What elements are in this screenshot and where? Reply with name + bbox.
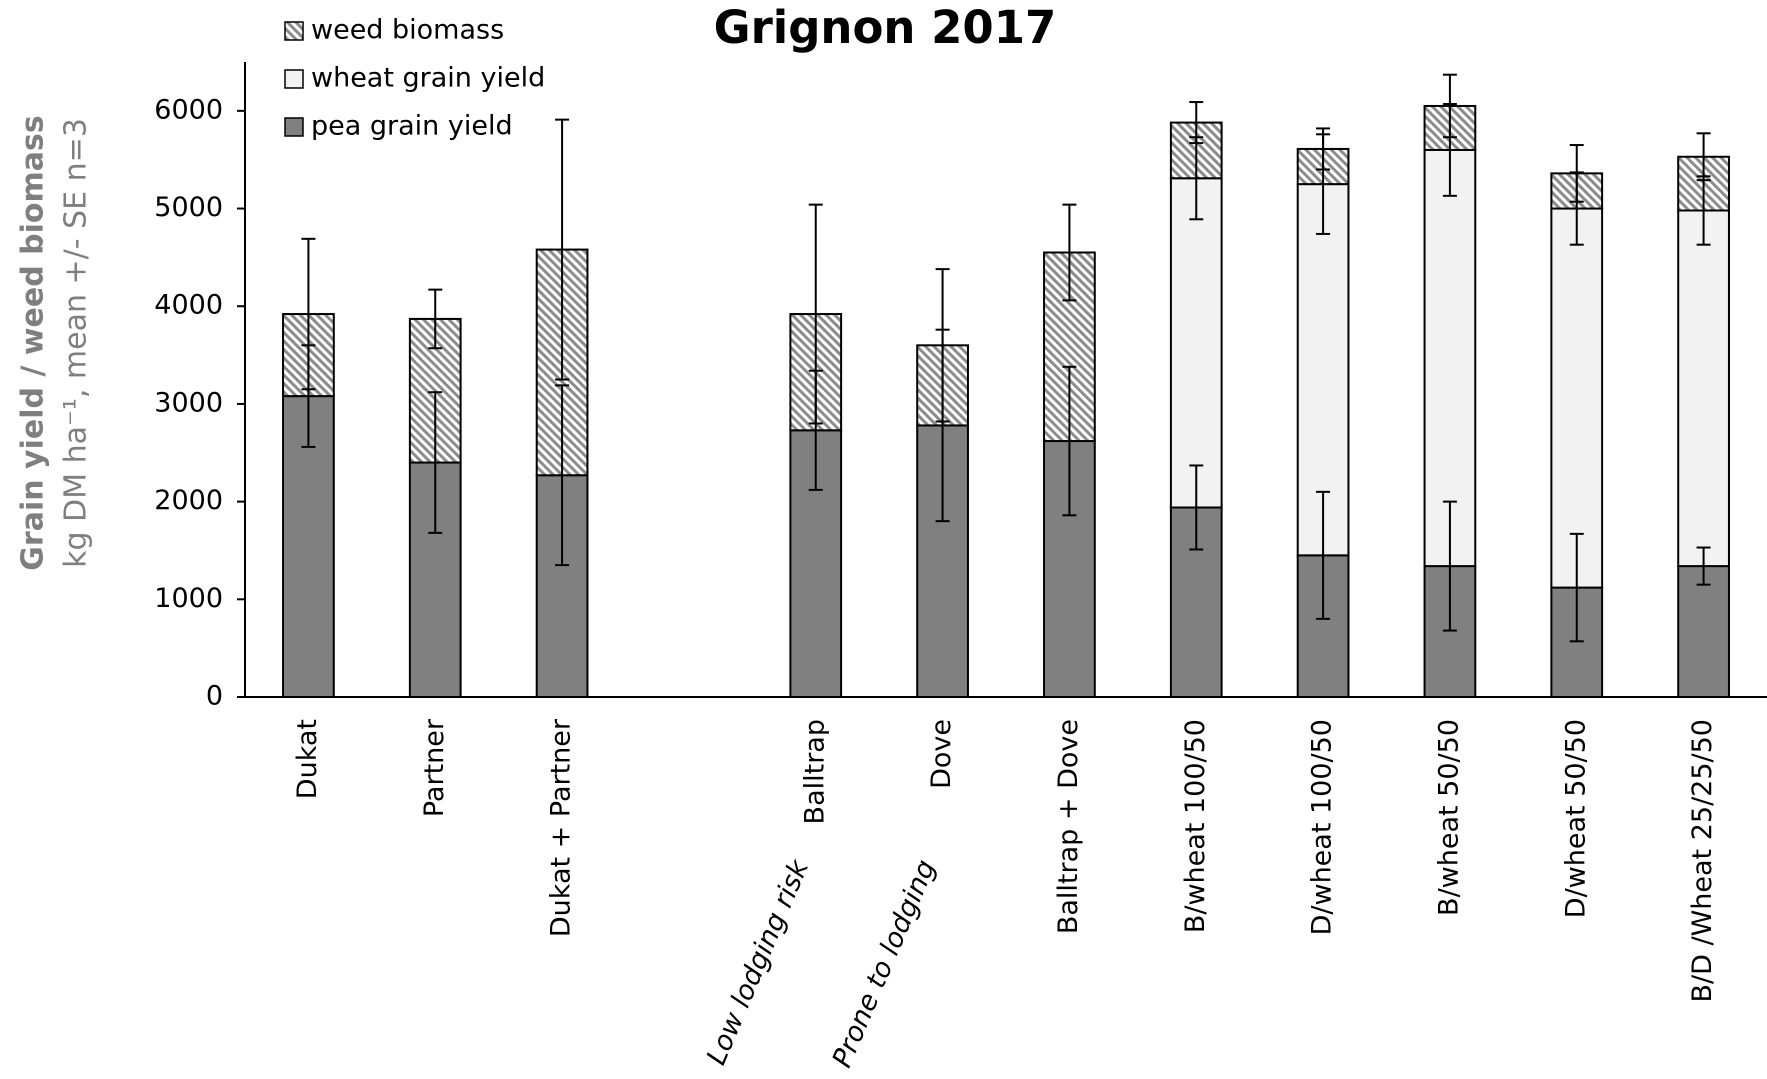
error-bar (555, 384, 570, 567)
error-bar (428, 391, 443, 534)
error-bar (1696, 546, 1711, 586)
bar-segment (1677, 209, 1730, 568)
error-bar (1189, 464, 1204, 551)
error-bar (935, 268, 950, 423)
bar-segment (1169, 177, 1223, 509)
error-bar (1569, 144, 1584, 203)
y-tick-label: 6000 (154, 94, 223, 125)
error-bar (808, 203, 823, 425)
legend-swatch (284, 21, 304, 41)
x-tick-label: B/wheat 100/50 (1180, 719, 1211, 933)
x-tick-label: Dove (926, 719, 957, 789)
y-tick-label: 0 (206, 681, 223, 712)
error-bar (1062, 365, 1077, 517)
y-tick-label: 3000 (154, 387, 223, 418)
x-tick-label: D/wheat 50/50 (1560, 719, 1591, 918)
legend-swatch (284, 117, 304, 137)
y-tick-label: 5000 (154, 192, 223, 223)
x-tick-label: B/wheat 50/50 (1433, 719, 1464, 916)
error-bar (1062, 203, 1077, 302)
x-tick-label: B/D /Wheat 25/25/50 (1687, 719, 1718, 1003)
error-bar (1696, 132, 1711, 182)
error-bar (1316, 127, 1331, 171)
error-bar (1189, 101, 1204, 145)
legend-label: pea grain yield (311, 111, 513, 142)
x-tick-label: Partner (419, 718, 450, 817)
bar-segment (1550, 207, 1604, 589)
y-axis-title: Grain yield / weed biomass (16, 115, 51, 570)
error-bar (301, 237, 316, 391)
annotation: Low lodging risk (701, 854, 816, 1069)
x-tick-label: Dukat + Partner (546, 718, 577, 937)
x-tick-label: Balltrap (799, 719, 830, 824)
legend-label: wheat grain yield (311, 63, 545, 94)
y-tick-label: 4000 (154, 290, 223, 321)
error-bar (555, 118, 570, 381)
y-tick-label: 1000 (154, 583, 223, 614)
y-axis-subtitle: kg DM ha⁻¹, mean +/- SE n=3 (59, 118, 94, 568)
x-tick-label: Balltrap + Dove (1053, 719, 1084, 934)
annotation: Prone to lodging (827, 856, 942, 1072)
legend-swatch (284, 69, 304, 89)
y-tick-label: 2000 (154, 485, 223, 516)
x-tick-label: Dukat (292, 719, 323, 799)
error-bar (1569, 532, 1584, 643)
bar-segment (1677, 565, 1730, 698)
x-tick-label: D/wheat 100/50 (1307, 719, 1338, 935)
error-bar (1316, 490, 1331, 620)
error-bar (1442, 73, 1457, 139)
error-bar (1442, 500, 1457, 632)
legend-label: weed biomass (311, 15, 504, 46)
error-bar (428, 288, 443, 350)
chart-title: Grignon 2017 (714, 1, 1057, 54)
